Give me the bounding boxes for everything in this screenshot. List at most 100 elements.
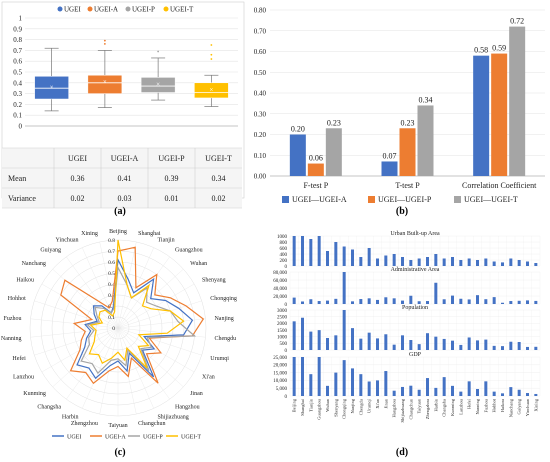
- legend-label: UGEI-A: [94, 6, 118, 14]
- bar: [434, 282, 438, 304]
- bar: [476, 340, 479, 350]
- bar: [301, 301, 304, 304]
- x-city-label: Beijing: [292, 398, 297, 412]
- x-city-label: Zhengzhou: [425, 398, 430, 419]
- radar-city-label: Hohhot: [8, 296, 26, 302]
- radar-city-label: Shanghai: [138, 231, 161, 237]
- x-category-label: F-test P: [303, 181, 328, 190]
- radar-city-label: Taiyuan: [108, 423, 127, 429]
- radar-city-label: Xining: [81, 231, 98, 237]
- bar: [417, 258, 421, 266]
- x-city-label: Hefei: [467, 398, 472, 409]
- bar: [359, 338, 363, 350]
- radar-tick-label: 0.2: [108, 304, 115, 310]
- bar: [492, 261, 496, 266]
- y-tick-label: 0: [285, 265, 288, 270]
- bar-data-label: 0.06: [309, 154, 323, 163]
- box-iqr: [140, 77, 176, 93]
- radar-spoke: [117, 318, 206, 329]
- radar-city-label: Beijing: [109, 229, 127, 235]
- y-tick-label: 20,000: [273, 364, 287, 369]
- radar-city-label: Kunming: [23, 391, 46, 397]
- y-tick-label: 10,000: [273, 379, 287, 384]
- radar-city-label: Hangzhou: [175, 404, 200, 410]
- stats-table-bg: [2, 148, 242, 208]
- radar-city-label: Urumqi: [210, 356, 229, 362]
- bar: [409, 260, 413, 266]
- y-tick-label: 60,000: [273, 279, 287, 284]
- bar: [509, 301, 513, 304]
- x-city-label: Taiyuan: [417, 398, 422, 413]
- bar: [467, 258, 471, 266]
- legend-swatch: [454, 196, 461, 203]
- bar: [459, 298, 463, 304]
- bar: [359, 374, 363, 396]
- panel-label-d: (d): [396, 447, 408, 458]
- bar: [292, 236, 296, 266]
- bar: [409, 295, 413, 304]
- radar-city-label: Chengdu: [214, 336, 236, 342]
- y-tick-label: 1000: [277, 235, 288, 240]
- bar: [417, 389, 421, 396]
- bar: [309, 331, 313, 350]
- radar-city-label: Xi'an: [202, 375, 215, 381]
- y-tick-label: 600: [280, 247, 288, 252]
- x-city-label: Shanghai: [300, 398, 305, 415]
- y-tick-label: 0.70: [254, 27, 267, 35]
- table-cell: 0.36: [71, 174, 85, 183]
- y-tick-label: 0.60: [254, 48, 267, 56]
- y-tick-label: 0.30: [254, 110, 267, 118]
- bar: [517, 389, 521, 396]
- bar: [426, 333, 429, 350]
- x-city-label: Changsha: [442, 399, 447, 417]
- radar-spoke: [117, 327, 184, 388]
- y-tick-label: 0.5: [13, 69, 22, 77]
- bar: [292, 357, 296, 396]
- bar: [484, 258, 488, 266]
- radar-city-label: Lanzhou: [13, 375, 34, 381]
- y-tick-label: 0.10: [254, 152, 267, 160]
- bar: [367, 381, 371, 396]
- bar: [459, 391, 463, 396]
- subplot-title: Urban Built-up Area: [390, 231, 440, 237]
- bar: [534, 263, 538, 266]
- bar: [467, 299, 471, 304]
- x-city-label: Nanchang: [508, 398, 513, 417]
- bar: [301, 357, 304, 396]
- bar: [326, 300, 329, 304]
- bar-data-label: 0.23: [401, 118, 415, 127]
- bar-data-label: 0.72: [510, 17, 524, 26]
- bar: [451, 295, 454, 304]
- radar-city-label: Guangzhou: [175, 248, 203, 254]
- bar: [376, 380, 379, 396]
- y-tick-label: 1000: [277, 335, 288, 340]
- radar-spoke: [30, 327, 119, 338]
- bar: [459, 260, 463, 266]
- y-tick-label: 0.3: [13, 90, 22, 98]
- radar-spoke: [34, 300, 119, 329]
- y-tick-label: 0.40: [254, 90, 267, 98]
- legend-label: UGEI—UGEI-A: [292, 195, 347, 204]
- y-tick-label: 2000: [277, 322, 288, 327]
- radar-city-label: Wuhan: [190, 261, 207, 267]
- bar-data-label: 0.58: [474, 46, 488, 55]
- table-cell: 0.01: [165, 194, 179, 203]
- legend-marker: [57, 6, 63, 12]
- bar: [351, 301, 354, 304]
- y-tick-label: 1500: [277, 329, 288, 334]
- legend-marker: [163, 6, 169, 12]
- table-header-cell: UGEI: [68, 154, 87, 163]
- x-city-label: Tianjin: [308, 398, 313, 412]
- bar: [334, 242, 338, 266]
- bar: [492, 391, 496, 396]
- panel-d-bar-charts: Urban Built-up Area02004006008001000Admi…: [273, 231, 541, 423]
- bar: [317, 236, 321, 266]
- bar: [342, 310, 346, 350]
- bar: [534, 393, 538, 396]
- legend-label: UGEI—UGEI-T: [464, 195, 518, 204]
- bar: [467, 381, 471, 396]
- y-tick-label: 800: [280, 241, 288, 246]
- table-cell: Mean: [8, 174, 26, 183]
- bar: [342, 272, 346, 304]
- radar-series-line: [80, 265, 197, 375]
